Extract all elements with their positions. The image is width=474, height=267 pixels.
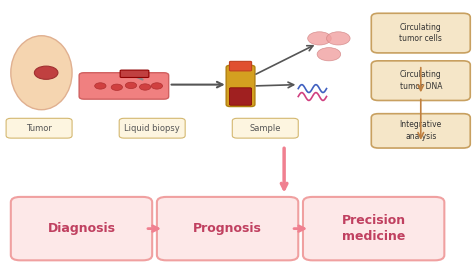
FancyBboxPatch shape (6, 118, 72, 138)
Text: Circulating
tumor DNA: Circulating tumor DNA (400, 70, 442, 91)
Text: Circulating
tumor cells: Circulating tumor cells (399, 23, 442, 44)
Circle shape (151, 83, 163, 89)
Circle shape (125, 82, 137, 89)
Circle shape (308, 32, 331, 45)
Text: Diagnosis: Diagnosis (47, 222, 116, 235)
FancyBboxPatch shape (371, 61, 470, 100)
Circle shape (95, 83, 106, 89)
FancyBboxPatch shape (371, 114, 470, 148)
FancyBboxPatch shape (303, 197, 444, 260)
Ellipse shape (11, 36, 72, 110)
FancyBboxPatch shape (226, 65, 255, 107)
FancyBboxPatch shape (232, 118, 298, 138)
Circle shape (35, 66, 58, 79)
FancyBboxPatch shape (79, 73, 169, 99)
Circle shape (111, 84, 122, 91)
FancyBboxPatch shape (157, 197, 298, 260)
FancyBboxPatch shape (119, 118, 185, 138)
Circle shape (327, 32, 350, 45)
Text: Tumor: Tumor (26, 124, 52, 133)
Circle shape (139, 84, 151, 90)
FancyBboxPatch shape (11, 197, 152, 260)
Text: Precision
medicine: Precision medicine (342, 214, 406, 243)
FancyBboxPatch shape (371, 13, 470, 53)
FancyBboxPatch shape (229, 61, 252, 71)
Text: Liquid biopsy: Liquid biopsy (124, 124, 180, 133)
FancyBboxPatch shape (229, 88, 252, 105)
FancyBboxPatch shape (120, 70, 149, 77)
Text: Prognosis: Prognosis (193, 222, 262, 235)
Text: Sample: Sample (249, 124, 281, 133)
Circle shape (317, 48, 341, 61)
Text: Integrative
analysis: Integrative analysis (400, 120, 442, 141)
